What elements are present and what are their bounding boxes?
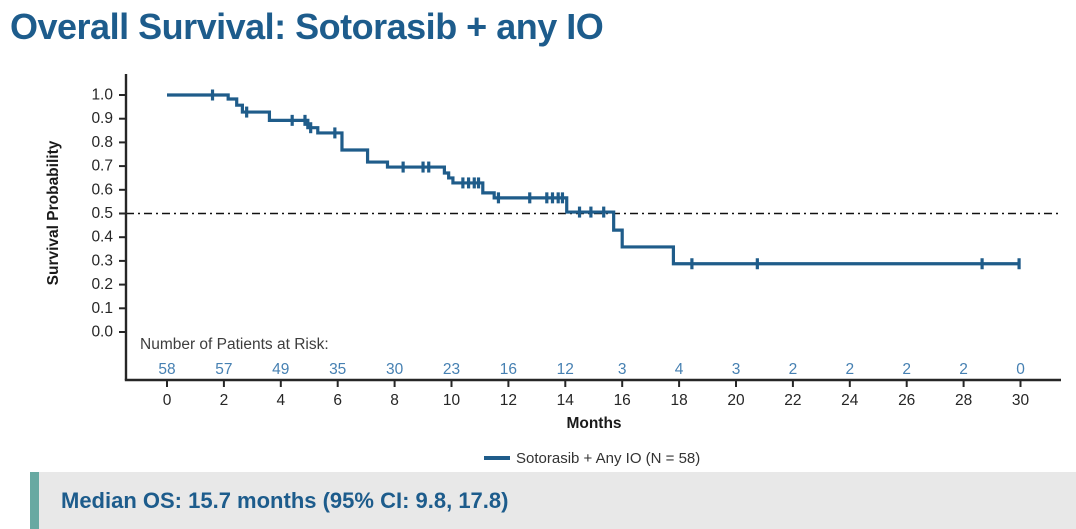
x-axis-ticks: 0 2 4 6 8 10 12 14 16 18 20 22 24 26 28 30 (163, 380, 1030, 409)
risk-count: 49 (272, 361, 289, 378)
x-tick-label: 24 (841, 392, 859, 409)
x-tick-label: 12 (500, 392, 517, 409)
risk-count: 4 (675, 361, 684, 378)
x-tick-label: 2 (220, 392, 229, 409)
risk-count: 58 (158, 361, 175, 378)
x-tick-label: 26 (898, 392, 915, 409)
x-tick-label: 20 (727, 392, 745, 409)
y-tick-label: 0.9 (91, 110, 113, 127)
risk-count: 3 (618, 361, 627, 378)
legend-label: Sotorasib + Any IO (N = 58) (516, 450, 700, 467)
km-curve (167, 89, 1021, 270)
axes (124, 74, 1061, 382)
x-tick-label: 16 (614, 392, 631, 409)
median-os-text: Median OS: 15.7 months (95% CI: 9.8, 17.… (61, 487, 509, 513)
y-tick-label: 0.5 (91, 205, 113, 222)
risk-count: 0 (1016, 361, 1025, 378)
risk-count: 30 (386, 361, 404, 378)
x-tick-label: 30 (1012, 392, 1030, 409)
risk-count: 57 (215, 361, 232, 378)
y-axis-label: Survival Probability (45, 140, 62, 285)
y-tick-label: 1.0 (91, 87, 113, 104)
x-tick-label: 4 (276, 392, 285, 409)
x-tick-label: 22 (784, 392, 801, 409)
y-tick-label: 0.7 (91, 158, 113, 175)
y-tick-label: 0.0 (91, 324, 113, 341)
legend: Sotorasib + Any IO (N = 58) (484, 450, 700, 467)
at-risk-counts: 58 57 49 35 30 23 16 12 3 4 3 2 2 2 2 0 (158, 361, 1025, 378)
page-title: Overall Survival: Sotorasib + any IO (10, 6, 604, 47)
risk-count: 35 (329, 361, 346, 378)
risk-count: 12 (557, 361, 574, 378)
x-tick-label: 0 (163, 392, 172, 409)
x-axis-label: Months (566, 415, 621, 432)
km-step-line (167, 93, 1021, 266)
y-tick-label: 0.1 (91, 300, 113, 317)
x-tick-label: 18 (670, 392, 687, 409)
median-os-banner: Median OS: 15.7 months (95% CI: 9.8, 17.… (30, 472, 1076, 529)
x-tick-label: 6 (333, 392, 342, 409)
y-tick-label: 0.3 (91, 252, 113, 269)
risk-count: 2 (902, 361, 911, 378)
risk-count: 2 (845, 361, 854, 378)
risk-count: 3 (732, 361, 741, 378)
risk-table-header: Number of Patients at Risk: (140, 336, 329, 353)
risk-count: 16 (500, 361, 517, 378)
risk-count: 2 (959, 361, 968, 378)
y-axis-ticks: 0.0 0.1 0.2 0.3 0.4 0.5 0.6 0.7 0.8 0.9 1.0 (91, 87, 126, 341)
x-tick-label: 14 (557, 392, 575, 409)
x-tick-label: 8 (390, 392, 399, 409)
x-tick-label: 28 (955, 392, 972, 409)
risk-count: 23 (443, 361, 460, 378)
y-tick-label: 0.2 (91, 276, 113, 293)
y-tick-label: 0.6 (91, 181, 113, 198)
y-tick-label: 0.8 (91, 134, 113, 151)
risk-count: 2 (789, 361, 798, 378)
x-tick-label: 10 (443, 392, 461, 409)
y-tick-label: 0.4 (91, 229, 113, 246)
